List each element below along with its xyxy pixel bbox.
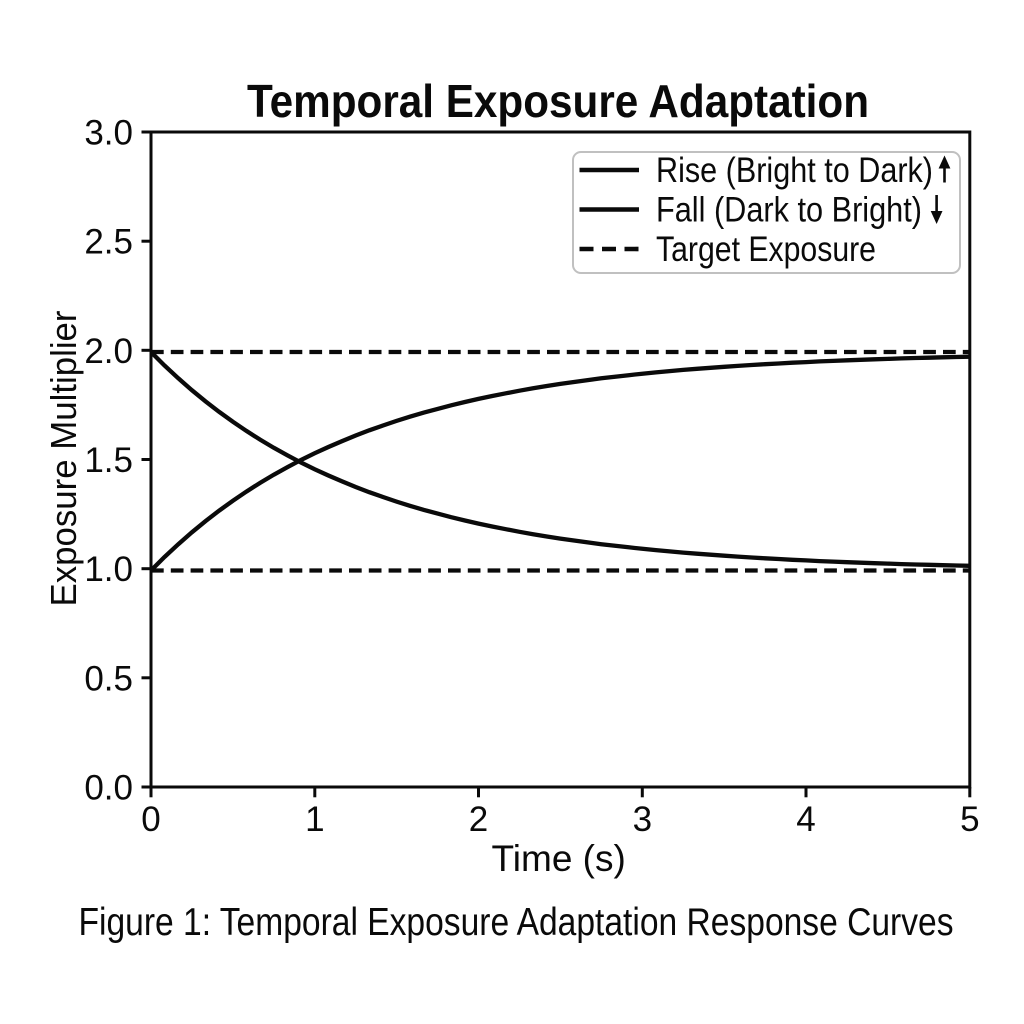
svg-text:2: 2: [469, 800, 488, 839]
svg-text:0: 0: [141, 800, 160, 839]
svg-text:5: 5: [960, 800, 979, 839]
svg-text:4: 4: [796, 800, 815, 839]
svg-text:1: 1: [305, 800, 324, 839]
svg-text:Temporal Exposure Adaptation: Temporal Exposure Adaptation: [247, 75, 869, 127]
svg-text:1.0: 1.0: [84, 550, 133, 589]
svg-text:Target Exposure: Target Exposure: [656, 230, 876, 269]
svg-text:3: 3: [633, 800, 652, 839]
svg-text:1.5: 1.5: [84, 441, 133, 480]
svg-text:Time (s): Time (s): [492, 838, 626, 879]
svg-text:0.5: 0.5: [84, 659, 133, 698]
svg-text:0.0: 0.0: [84, 769, 133, 808]
svg-text:2.5: 2.5: [84, 223, 133, 262]
svg-text:2.0: 2.0: [84, 332, 133, 371]
svg-text:Figure 1: Temporal Exposure Ad: Figure 1: Temporal Exposure Adaptation R…: [79, 901, 954, 944]
svg-text:Fall (Dark to Bright): Fall (Dark to Bright): [656, 191, 922, 230]
svg-text:Exposure Multiplier: Exposure Multiplier: [43, 310, 84, 606]
svg-text:Rise (Bright to Dark): Rise (Bright to Dark): [656, 151, 933, 190]
svg-text:3.0: 3.0: [84, 114, 133, 153]
